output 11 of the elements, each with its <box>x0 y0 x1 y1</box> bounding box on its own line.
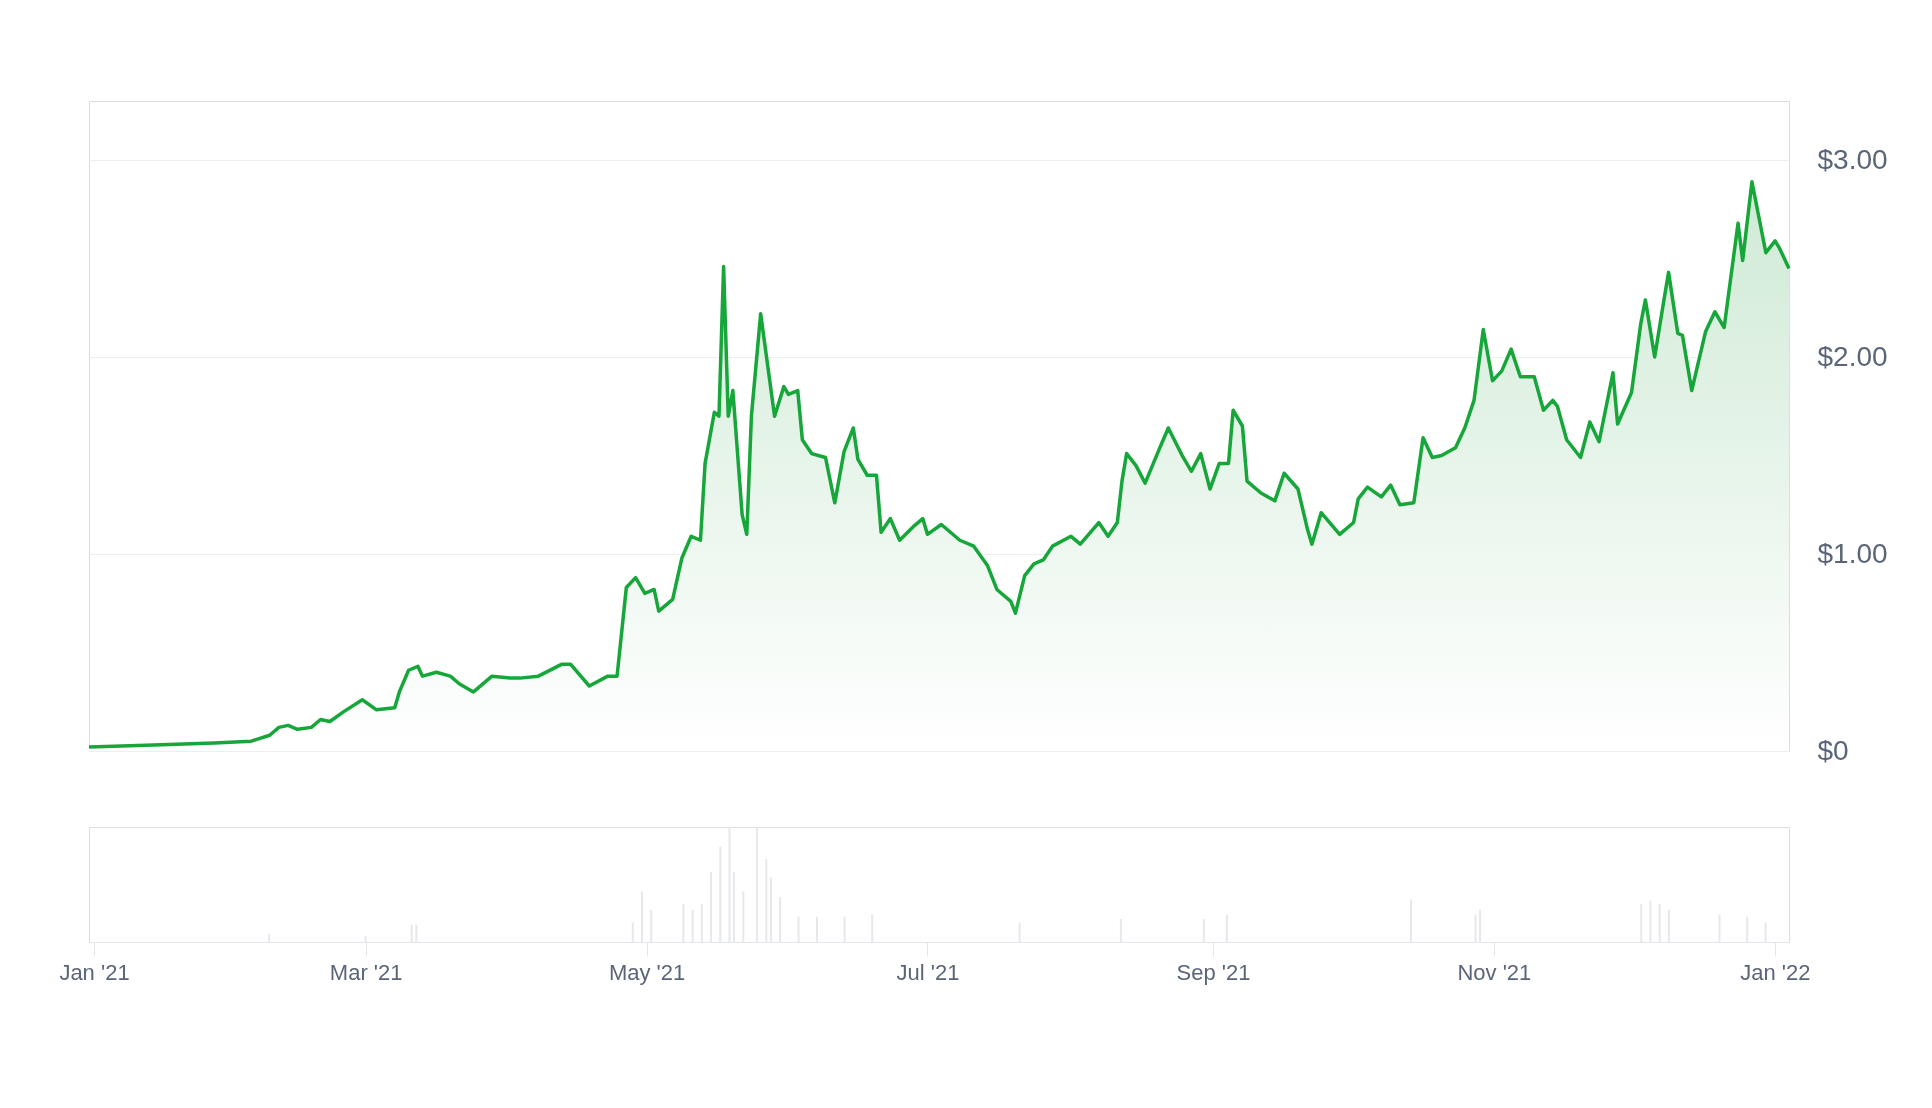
x-tick-label: Nov '21 <box>1457 959 1532 985</box>
x-tick-label: Jul '21 <box>896 959 960 985</box>
x-tick-label: Jan '21 <box>59 959 130 985</box>
y-tick-label: $3.00 <box>1817 143 1888 175</box>
y-tick-label: $2.00 <box>1817 340 1888 372</box>
x-tick-label: May '21 <box>608 959 686 985</box>
x-tick-label: Jan '22 <box>1740 959 1811 985</box>
y-tick-label: $0 <box>1817 734 1849 766</box>
y-tick-label: $1.00 <box>1817 537 1888 569</box>
x-tick-label: Sep '21 <box>1176 959 1251 985</box>
x-tick-label: Mar '21 <box>329 959 403 985</box>
